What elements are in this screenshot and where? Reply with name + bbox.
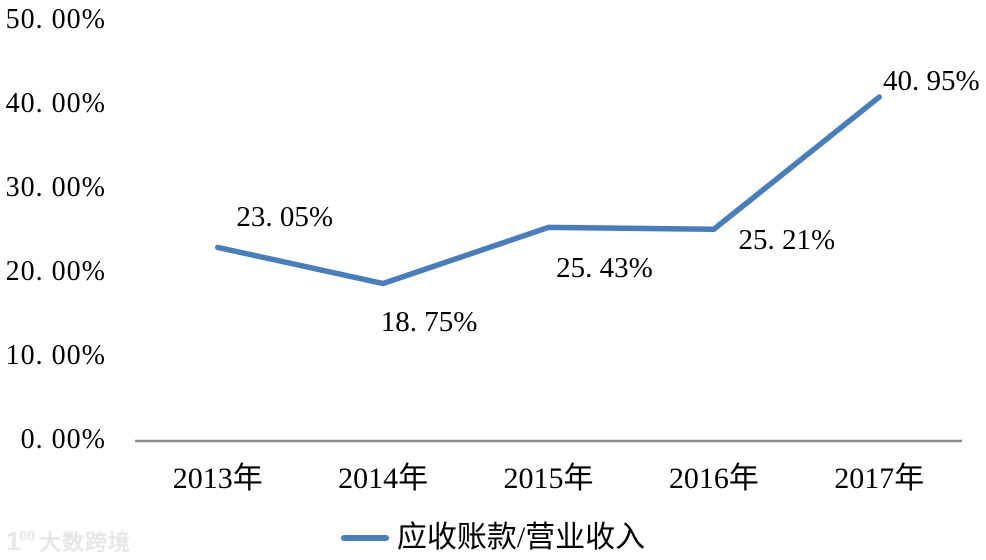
- series-line: [214, 94, 883, 287]
- y-tick-label: 40. 00%: [5, 87, 106, 119]
- x-tick-label: 2017年: [834, 462, 925, 495]
- y-tick-label: 50. 00%: [5, 3, 106, 35]
- watermark-brand-text: 大数跨境: [39, 530, 132, 555]
- data-point-label: 23. 05%: [236, 201, 334, 234]
- x-tick-label: 2016年: [668, 462, 759, 495]
- legend-line-swatch: [340, 535, 389, 541]
- y-tick-label: 10. 00%: [5, 339, 106, 371]
- x-tick-label: 2013年: [172, 462, 263, 495]
- x-tick-label: 2015年: [503, 462, 594, 495]
- x-tick-label: 2014年: [338, 462, 429, 495]
- data-point-label: 40. 95%: [882, 65, 980, 98]
- watermark-logo-icon: 100: [6, 525, 36, 556]
- data-point-label: 25. 21%: [738, 224, 836, 257]
- watermark: 100 大数跨境: [6, 526, 131, 556]
- y-tick-label: 0. 00%: [20, 423, 106, 455]
- y-tick-label: 20. 00%: [5, 255, 106, 287]
- data-point-label: 18. 75%: [380, 305, 478, 338]
- data-point-label: 25. 43%: [556, 252, 653, 285]
- legend-series-label: 应收账款/营业收入: [396, 521, 646, 554]
- legend: 应收账款/营业收入: [0, 518, 986, 558]
- y-tick-label: 30. 00%: [5, 171, 106, 203]
